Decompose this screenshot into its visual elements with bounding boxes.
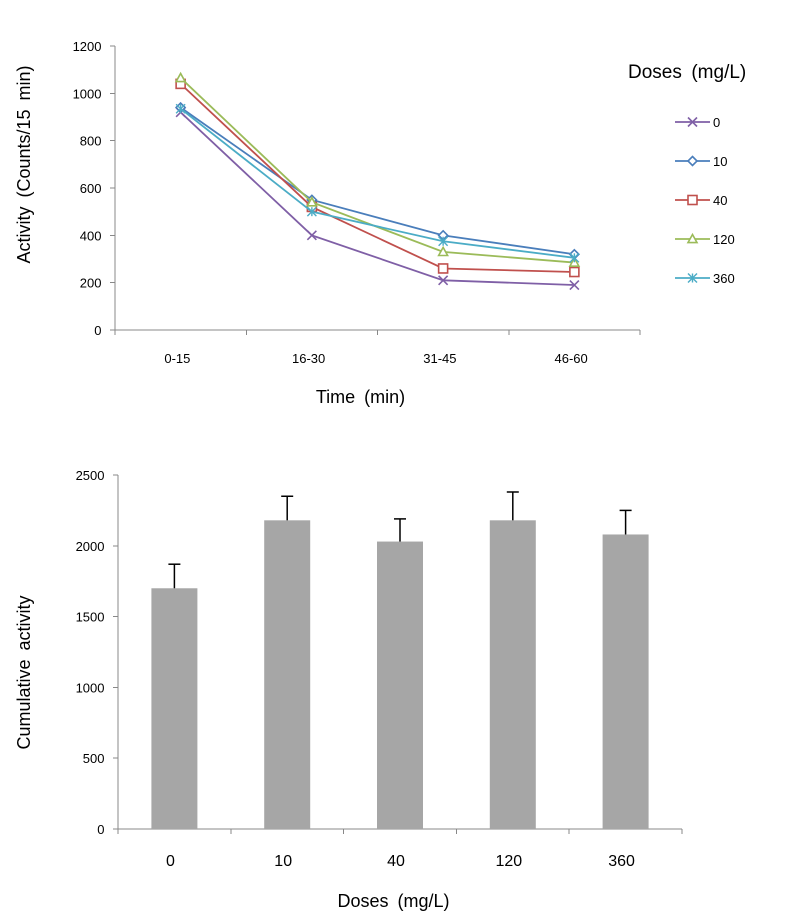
legend-marker-4 — [687, 273, 698, 283]
bar-y-tick-label: 0 — [97, 822, 111, 837]
legend-marker-2 — [687, 194, 698, 206]
bar-x-axis-label: Doses (mg/L) — [337, 891, 458, 911]
line-chart: 0 200 400 600 800 1000 1200 0-15 16-30 3… — [14, 39, 756, 407]
line-point-s3-2-shape — [437, 245, 449, 257]
legend-label-4: 360 — [713, 271, 741, 286]
legend-marker-3 — [686, 232, 699, 244]
legend-label-2: 40 — [713, 193, 734, 208]
line-point-s2-3 — [569, 266, 580, 278]
line-y-tick-label: 1000 — [73, 86, 108, 101]
line-point-s4-3 — [569, 252, 580, 263]
legend-marker-1 — [686, 155, 699, 167]
bar-series-group — [151, 491, 649, 829]
bar-x-ticks: 0 10 40 120 360 — [117, 829, 683, 870]
legend-marker-1-shape — [686, 155, 699, 167]
line-point-s0-3 — [569, 279, 580, 291]
bar-y-ticks: 0 500 1000 1500 2000 2500 — [76, 468, 118, 837]
line-point-s2-2 — [437, 263, 449, 274]
line-x-tick-label: 16-30 — [292, 351, 332, 366]
line-y-tick-label: 400 — [80, 228, 108, 243]
line-y-axis-label: Activity (Counts/15 min) — [14, 56, 34, 263]
line-x-tick-label: 31-45 — [423, 351, 463, 366]
line-x-tick-label: 46-60 — [555, 351, 595, 366]
line-point-s4-1 — [306, 206, 317, 217]
line-y-tick-label: 0 — [94, 323, 108, 338]
bar-y-tick-label: 1000 — [76, 680, 111, 695]
line-point-s4-0 — [175, 103, 186, 114]
line-series-4 — [180, 108, 575, 259]
line-point-s3-2 — [437, 245, 449, 257]
line-series-2 — [180, 83, 575, 273]
line-y-ticks: 0 200 400 600 800 1000 1200 — [73, 39, 115, 338]
bar-y-tick-label: 500 — [83, 751, 111, 766]
line-series-3 — [180, 77, 575, 264]
line-point-s0-2-stroke — [438, 275, 449, 286]
line-point-s3-1-shape — [306, 196, 318, 207]
line-y-tick-label: 800 — [80, 134, 108, 149]
line-point-s3-1 — [306, 196, 318, 207]
legend-marker-0-stroke — [687, 116, 698, 128]
line-point-s0-2 — [438, 275, 449, 286]
legend-marker-2-shape — [687, 194, 698, 206]
line-series-group — [174, 71, 581, 291]
line-y-tick-label: 1200 — [73, 39, 108, 54]
line-y-tick-label: 600 — [80, 181, 108, 196]
bar-y-tick-label: 2500 — [76, 468, 111, 483]
line-point-s0-1-stroke — [306, 230, 317, 241]
line-point-s0-1 — [306, 230, 317, 241]
line-x-axis-label: Time (min) — [316, 387, 414, 407]
line-point-s3-0 — [174, 71, 187, 83]
bar-y-axis-label: Cumulative activity — [14, 586, 34, 749]
legend-marker-3-shape — [686, 232, 699, 244]
line-series-0 — [180, 111, 575, 286]
bar-x-tick-label: 10 — [274, 853, 300, 870]
line-y-tick-label: 200 — [80, 276, 108, 291]
line-point-s2-2-shape — [437, 263, 449, 274]
bar-0 — [151, 588, 198, 829]
bar-2 — [377, 541, 423, 829]
line-point-s0-3-stroke — [569, 279, 580, 291]
legend-label-0: 0 — [713, 115, 727, 130]
legend-label-3: 120 — [713, 232, 741, 247]
line-series-1 — [180, 106, 575, 256]
line-x-ticks: 0-15 16-30 31-45 46-60 — [114, 330, 641, 366]
line-point-s2-3-shape — [569, 266, 580, 278]
legend: 0 10 40 120 360 — [675, 115, 741, 286]
bar-y-tick-label: 2000 — [76, 539, 111, 554]
bar-1 — [264, 520, 311, 829]
bar-chart: 0 500 1000 1500 2000 2500 0 10 40 120 36… — [14, 468, 683, 911]
bar-y-tick-label: 1500 — [76, 610, 111, 625]
legend-marker-0 — [687, 116, 698, 128]
line-point-s3-0-shape — [174, 71, 187, 83]
bar-x-tick-label: 360 — [608, 853, 643, 870]
bar-x-tick-label: 0 — [166, 853, 183, 870]
line-x-tick-label: 0-15 — [164, 351, 197, 366]
bar-x-tick-label: 40 — [387, 853, 413, 870]
bar-3 — [489, 520, 536, 829]
line-point-s4-2 — [438, 236, 449, 247]
bar-x-tick-label: 120 — [495, 853, 530, 870]
legend-label-1: 10 — [713, 154, 734, 169]
bar-4 — [602, 534, 649, 829]
legend-title: Doses (mg/L) — [628, 62, 756, 83]
